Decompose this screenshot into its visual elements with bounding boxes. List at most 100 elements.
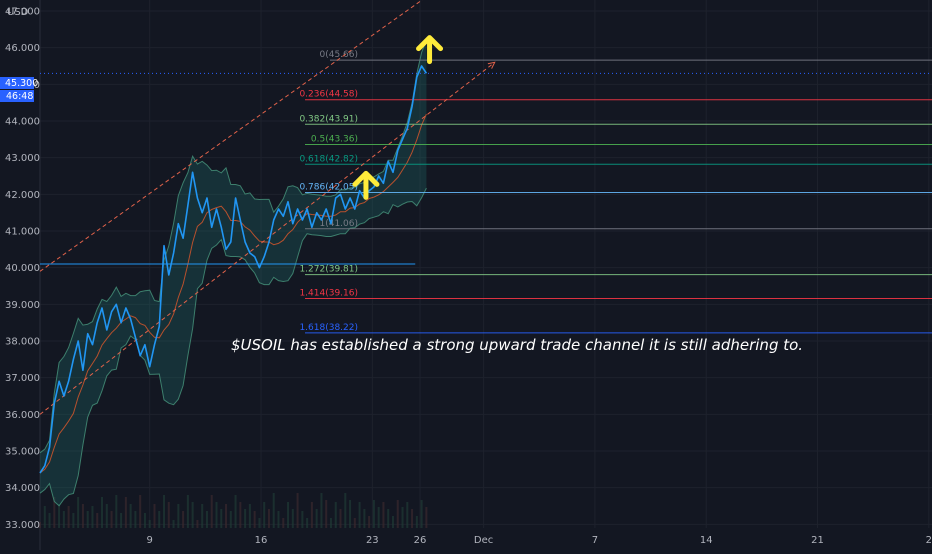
volume-bar <box>325 500 328 528</box>
fib-level-label: 0.786(42.05) <box>299 183 358 193</box>
fib-level-label: 1.414(39.16) <box>299 288 358 298</box>
y-tick-label: 34.000 <box>5 483 40 494</box>
volume-bar <box>182 511 185 528</box>
volume-bar <box>143 513 146 528</box>
volume-bar <box>134 511 137 528</box>
volume-bar <box>163 495 166 528</box>
band-upper-line <box>39 39 427 454</box>
volume-bar <box>120 513 123 528</box>
volume-bar <box>272 493 275 528</box>
x-tick-label: 7 <box>592 535 598 546</box>
time-axis[interactable]: 9 16 23 26 Dec 7 14 21 2 <box>147 535 932 546</box>
volume-bar <box>96 513 99 528</box>
trend-channel[interactable] <box>39 0 496 415</box>
volume-bar <box>396 500 399 528</box>
volume-bar <box>43 506 46 528</box>
volume-bar <box>215 502 218 528</box>
band-lower-line <box>39 187 427 507</box>
volume-bar <box>258 518 261 528</box>
volume-bar <box>62 511 65 528</box>
volume-bar <box>234 495 237 528</box>
volume-bar <box>105 504 108 528</box>
volume-bar <box>77 497 80 528</box>
countdown-tag-value: 46:48 <box>6 91 33 102</box>
volume-bar <box>139 495 142 528</box>
volume-bar <box>372 500 375 528</box>
volume-bar <box>377 507 380 528</box>
volume-bar <box>148 520 151 528</box>
volume-bar <box>91 506 94 528</box>
volume-bar <box>39 522 41 528</box>
x-tick-label: Dec <box>474 535 493 546</box>
x-tick-label: 14 <box>700 535 713 546</box>
fib-level-label: 1.618(38.22) <box>299 323 358 333</box>
fib-level-label: 0.618(42.82) <box>299 154 358 164</box>
channel-line[interactable] <box>39 61 496 415</box>
fib-level-label: 0.236(44.58) <box>299 90 358 100</box>
volume-bar <box>406 502 409 528</box>
volume-bar <box>172 520 175 528</box>
volume-bar <box>225 504 228 528</box>
y-tick-label: 46.000 <box>5 43 40 54</box>
volume-bar <box>191 502 194 528</box>
volume-bar <box>296 493 299 528</box>
volume-bar <box>201 504 204 528</box>
volume-bar <box>196 520 199 528</box>
y-tick-label: 39.000 <box>5 300 40 311</box>
channel-arrowhead <box>487 61 496 69</box>
volume-bar <box>277 511 280 528</box>
volume-bar <box>81 504 84 528</box>
volume-bar <box>253 511 256 528</box>
volume-bar <box>101 497 104 528</box>
chart-grid <box>39 0 932 550</box>
up-arrow[interactable] <box>416 35 444 65</box>
y-tick-label: 42.000 <box>5 190 40 201</box>
arrow-markers[interactable] <box>352 35 444 200</box>
volume-bar <box>67 506 70 528</box>
volume-bar <box>368 516 371 528</box>
volume-bar <box>387 509 390 528</box>
price-series <box>39 65 932 474</box>
volume-bar <box>358 502 361 528</box>
volume-bar <box>53 497 56 528</box>
volume-bar <box>86 511 89 528</box>
fib-level-label: 1.272(39.81) <box>299 265 358 275</box>
volume-bar <box>167 502 170 528</box>
volume-bar <box>353 518 356 528</box>
y-tick-label: 33.000 <box>5 520 40 531</box>
volume-bar <box>310 502 313 528</box>
y-tick-label: 36.000 <box>5 410 40 421</box>
volume-bar <box>425 507 428 528</box>
fib-level-label: 0.5(43.36) <box>311 134 358 144</box>
volume-bar <box>158 511 161 528</box>
x-tick-label: 23 <box>366 535 379 546</box>
volume-bar <box>210 495 213 528</box>
volume-bar <box>229 511 232 528</box>
band-fill <box>40 40 427 506</box>
volume-bar <box>334 502 337 528</box>
annotation-text[interactable]: $USOIL has established a strong upward t… <box>231 336 803 354</box>
volume-bar <box>153 504 156 528</box>
volume-bar <box>287 502 290 528</box>
volume-bar <box>267 509 270 528</box>
volume-bar <box>339 509 342 528</box>
fibonacci-retracement[interactable]: 0(45.66) 0.236(44.58) 0.382(43.91) 0.5(43.3… <box>299 50 932 334</box>
currency-label: USD <box>7 7 29 18</box>
x-tick-label: 2 <box>926 535 932 546</box>
last-price-tag: 45.300 46:48 <box>0 77 38 102</box>
x-tick-label: 16 <box>255 535 268 546</box>
volume-bar <box>320 493 323 528</box>
volume-bar <box>129 504 132 528</box>
volume-bar <box>391 516 394 528</box>
volume-bar <box>115 495 118 528</box>
volume-bar <box>205 511 208 528</box>
channel-line[interactable] <box>39 0 458 272</box>
volume-bar <box>315 509 318 528</box>
volume-bar <box>349 500 352 528</box>
volume-bar <box>420 500 423 528</box>
up-arrow[interactable] <box>352 170 380 200</box>
y-tick-label: 37.000 <box>5 373 40 384</box>
volume-bar <box>248 504 251 528</box>
